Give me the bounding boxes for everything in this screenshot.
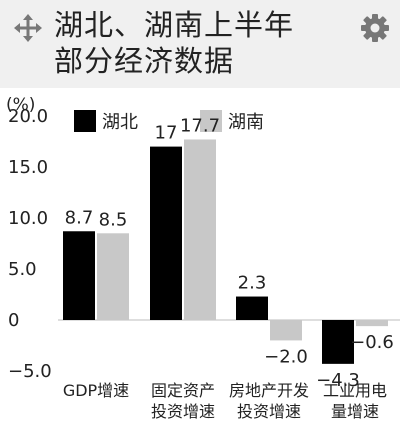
y-tick-label: −5.0 — [8, 361, 52, 382]
bar-湖南 — [184, 139, 216, 320]
y-tick-label: 0 — [8, 310, 19, 331]
bar-湖北 — [63, 231, 95, 320]
y-axis-unit-label: (%) — [6, 95, 35, 115]
legend-label-1: 湖北 — [102, 112, 138, 133]
bar-湖南 — [270, 320, 302, 341]
data-label: −2.0 — [264, 346, 308, 367]
y-tick-label: 5.0 — [8, 259, 37, 280]
bar-湖北 — [322, 320, 354, 364]
chart-title-line-2: 部分经济数据 — [54, 44, 235, 78]
bar-湖南 — [97, 233, 129, 320]
y-tick-label: 20.0 — [8, 106, 48, 127]
bar-chart: (%)20.0 15.0 10.0 5.0 0 −5.0 湖北 湖南 8.7 8.5 GDP增速 17… — [6, 95, 400, 421]
data-label: 2.3 — [238, 273, 267, 294]
x-category-label: GDP增速 — [63, 381, 129, 400]
data-label: 17.7 — [180, 115, 220, 136]
x-category-label: 量增速 — [331, 402, 379, 421]
data-label: −4.3 — [316, 370, 360, 391]
x-category-label: 投资增速 — [151, 402, 215, 421]
y-tick-label: 10.0 — [8, 208, 48, 229]
data-label: −0.6 — [350, 332, 394, 353]
move-icon[interactable] — [14, 14, 42, 42]
legend-swatch-1 — [74, 110, 96, 132]
x-category-label: 固定资产 — [151, 381, 215, 400]
chart-header: 湖北、湖南上半年 部分经济数据 — [0, 0, 400, 88]
data-label: 8.5 — [99, 209, 128, 230]
bar-湖北 — [150, 146, 182, 320]
y-tick-label: 15.0 — [8, 157, 48, 178]
legend-swatch-2 — [200, 110, 222, 132]
x-category-label: 投资增速 — [237, 402, 301, 421]
x-category-label: 工业用电 — [323, 381, 387, 400]
chart-title-line-1: 湖北、湖南上半年 — [54, 8, 295, 42]
legend-label-2: 湖南 — [228, 112, 264, 133]
data-label: 17 — [155, 123, 178, 144]
bar-湖南 — [356, 320, 388, 327]
bar-湖北 — [236, 296, 268, 320]
x-category-label: 房地产开发 — [229, 381, 309, 400]
gear-icon[interactable] — [360, 13, 390, 43]
data-label: 8.7 — [65, 207, 94, 228]
